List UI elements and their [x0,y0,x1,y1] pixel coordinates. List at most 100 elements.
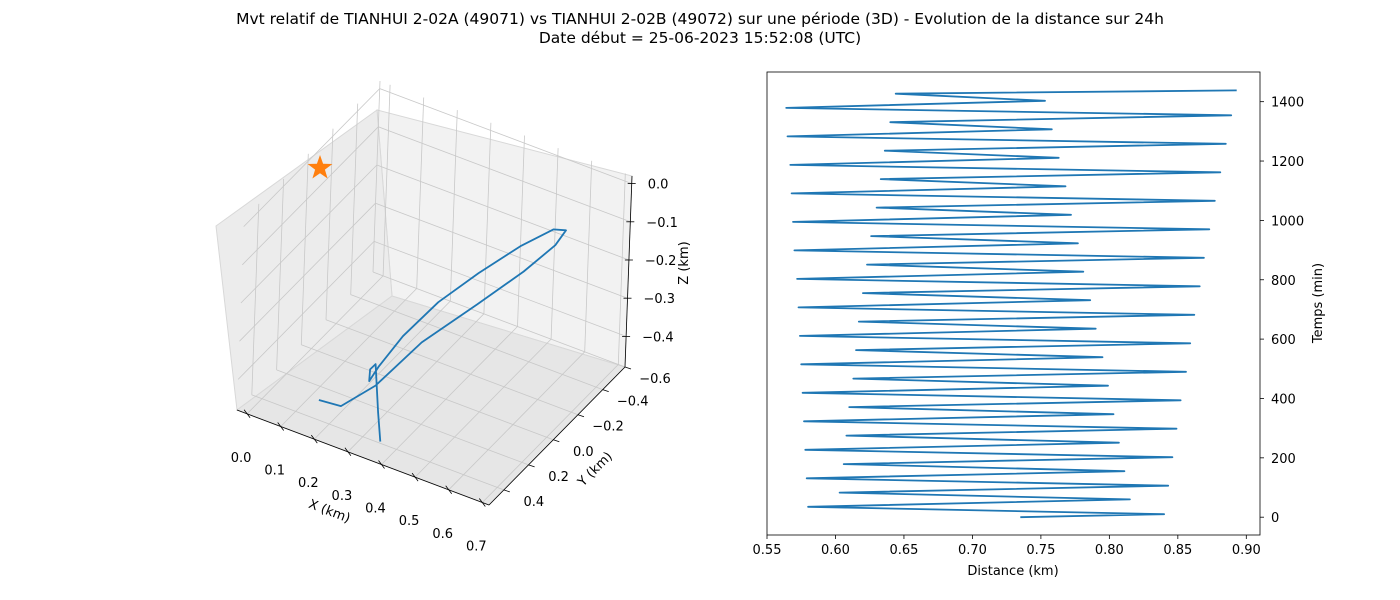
y-tick-label-3d: 0.2 [548,470,569,485]
gridline-z-left [240,164,378,304]
x-tick-3d [344,447,352,457]
gridline-y-floor [276,369,529,466]
y-tick-3d [577,414,585,418]
y-tick-label-2d: 1200 [1271,155,1304,170]
gridline-x-floor [381,326,518,465]
relative-trajectory-line [318,228,567,442]
y-tick-label-3d: −0.6 [639,372,671,387]
y-tick-label-2d: 600 [1271,333,1296,348]
x-tick-label-3d: 0.6 [432,527,453,542]
x-tick-label-3d: 0.4 [365,502,386,517]
gridline-y-floor [325,319,579,416]
gridline-x-back [382,84,391,276]
z-axis-label-3d: Z (km) [677,241,692,284]
gridline-z-left [239,202,376,342]
x-tick-label-2d: 0.65 [889,543,918,558]
distance-series-line [785,89,1237,519]
gridline-z-back [379,88,632,184]
gridline-y-left [350,103,359,295]
y-tick-label-2d: 400 [1271,392,1296,407]
x-tick-label-2d: 0.80 [1095,543,1124,558]
y-axis-line [488,366,626,506]
tick-labels-3d: 0.0 0.1 0.2 0.3 0.4 0.5 0.6 0.7 −0.6 −0.4 −0.2 0.0 0… [231,178,678,555]
gridline-x-back [550,148,559,340]
grid-3d [237,80,632,503]
gridline-y-left [300,153,309,345]
gridline-y-left [372,80,381,273]
y-tick-3d [624,366,632,370]
figure-title: Mvt relatif de TIANHUI 2-02A (49071) vs … [236,10,1164,28]
z-tick-label-3d: −0.3 [644,292,676,307]
gridline-z-back [376,164,630,261]
gridline-z-back [375,202,628,299]
z-tick-label-3d: −0.1 [646,216,678,231]
x-tick-label-2d: 0.55 [753,543,782,558]
x-tick-3d [411,472,419,482]
gridline-y-floor [301,344,554,441]
y-tick-label-2d: 1000 [1271,214,1304,229]
gridline-y-left [276,178,284,370]
chart-distance-vs-time: 0.55 0.60 0.65 0.70 0.75 0.80 0.85 0.90 0 200 400… [753,71,1326,579]
x-tick-3d [310,434,318,444]
z-tick-label-3d: 0.0 [648,178,669,193]
gridline-y-left [251,203,260,395]
x-tick-label-2d: 0.75 [1026,543,1055,558]
gridline-x-floor [414,338,552,478]
x-tick-label-2d: 0.85 [1163,543,1192,558]
x-tick-label-3d: 0.0 [231,451,252,466]
y-tick-label-3d: −0.2 [592,420,624,435]
gridline-z-left [237,241,375,380]
y-tick-label-3d: 0.4 [523,495,544,510]
origin-star-marker [307,155,333,179]
y-tick-label-2d: 1400 [1271,96,1304,111]
gridline-x-floor [280,288,417,427]
plot-frame-2d [766,71,1261,536]
gridline-x-back [517,135,525,327]
x-tick-label-3d: 0.3 [332,489,353,504]
x-tick-3d [243,409,251,419]
chart-3d-relative-motion: 0.0 0.1 0.2 0.3 0.4 0.5 0.6 0.7 −0.6 −0.4 −0.2 0.0 0… [215,80,692,555]
x-tick-label-2d: 0.70 [958,543,987,558]
gridline-x-floor [482,364,619,503]
x-tick-label-3d: 0.7 [466,540,487,555]
gridline-y-floor [372,271,626,368]
x-axis-line [236,409,490,506]
gridline-x-back [449,110,458,302]
y-tick-label-3d: −0.4 [617,395,649,410]
gridline-x-floor [347,313,485,453]
gridline-x-back [416,97,425,289]
x-tick-label-3d: 0.1 [264,464,285,479]
x-tick-label-2d: 0.60 [821,543,850,558]
gridline-x-floor [448,351,585,491]
gridline-x-back [584,160,593,352]
x-axis-label-2d: Distance (km) [967,564,1058,579]
x-ticks-2d: 0.55 0.60 0.65 0.70 0.75 0.80 0.85 0.90 [753,535,1261,558]
z-tick-label-3d: −0.2 [645,254,677,269]
gridline-x-floor [314,300,451,440]
y-tick-3d [528,464,535,468]
x-tick-label-2d: 0.90 [1232,543,1261,558]
x-tick-label-3d: 0.2 [298,476,319,491]
gridline-z-left [242,126,379,266]
figure-subtitle: Date début = 25-06-2023 15:52:08 (UTC) [538,29,862,47]
gridline-z-back [378,126,631,223]
gridline-x-floor [246,275,384,415]
x-tick-3d [445,485,453,495]
gridline-y-floor [350,294,603,390]
x-tick-3d [277,422,285,431]
y-tick-3d [553,439,560,443]
y-axis-label-2d: Temps (min) [1311,263,1326,344]
y-tick-label-2d: 800 [1271,274,1296,289]
x-tick-label-3d: 0.5 [399,514,420,529]
x-tick-3d [378,460,385,469]
gridline-x-back [617,173,626,365]
y-tick-label-2d: 0 [1271,511,1279,526]
gridline-y-left [325,128,334,320]
y-tick-3d [602,389,609,392]
z-tick-label-3d: −0.4 [642,330,674,345]
gridline-z-left [243,88,380,227]
y-tick-3d [503,489,510,493]
z-axis-line [624,175,633,368]
gridline-y-floor [251,394,504,491]
